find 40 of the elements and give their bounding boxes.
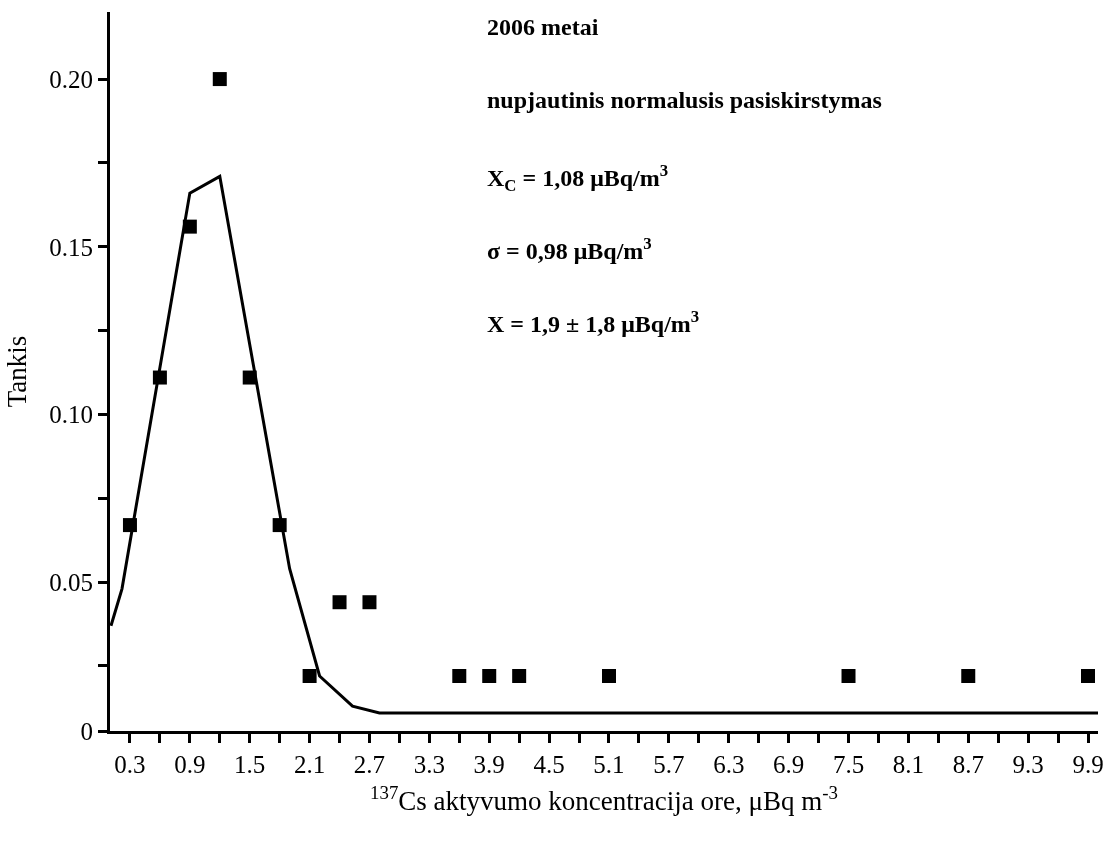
x-tick-label: 6.9: [773, 751, 805, 778]
y-tick-label: 0: [80, 717, 93, 745]
point: [452, 669, 467, 683]
x-tick-label: 9.9: [1072, 751, 1104, 778]
annotation: σ = 0,98 μBq/m$^{3}$: [487, 234, 652, 265]
x-tick-label: 0.3: [114, 751, 146, 778]
y-axis-title: Tankis: [2, 335, 33, 408]
x-tick-label: 0.9: [174, 751, 206, 778]
point: [961, 669, 976, 683]
point: [302, 669, 317, 683]
y-tick-label: 0.10: [49, 401, 93, 429]
point: [1081, 669, 1096, 683]
x-tick-label: 3.9: [473, 751, 505, 778]
point: [482, 669, 497, 683]
x-tick-label: 8.1: [892, 751, 925, 778]
point: [332, 595, 347, 610]
x-tick-label: 9.3: [1012, 751, 1044, 778]
point: [512, 669, 527, 683]
x-tick-label: 1.5: [234, 751, 266, 778]
y-tick-label: 0.20: [49, 65, 93, 93]
x-axis-title: $^{137}$Cs aktyvumo koncentracija ore, μBq m$^{-3}$: [370, 782, 838, 817]
x-tick-label: 8.7: [952, 751, 984, 778]
x-tick-label: 3.3: [413, 751, 445, 778]
x-tick-label: 2.7: [353, 751, 386, 778]
annotation: X = 1,9 ± 1,8 μBq/m$^{3}$: [487, 307, 700, 338]
x-tick-label: 7.5: [832, 751, 865, 778]
x-tick-label: 4.5: [533, 751, 565, 778]
annotation: X$_{C}$ = 1,08 μBq/m$^{3}$: [487, 161, 669, 196]
annotation: 2006 metai: [487, 14, 599, 40]
annotation: nupjautinis normalusis pasiskirstymas: [487, 87, 882, 113]
point: [362, 595, 377, 610]
point: [601, 669, 616, 683]
y-tick-label: 0.05: [49, 568, 93, 596]
x-tick-label: 5.7: [653, 751, 685, 778]
x-tick-label: 2.1: [293, 751, 326, 778]
x-tick-label: 6.3: [713, 751, 745, 778]
y-tick-label: 0.15: [49, 233, 93, 261]
point: [841, 669, 856, 683]
point: [212, 72, 227, 87]
x-tick-label: 5.1: [593, 751, 625, 778]
